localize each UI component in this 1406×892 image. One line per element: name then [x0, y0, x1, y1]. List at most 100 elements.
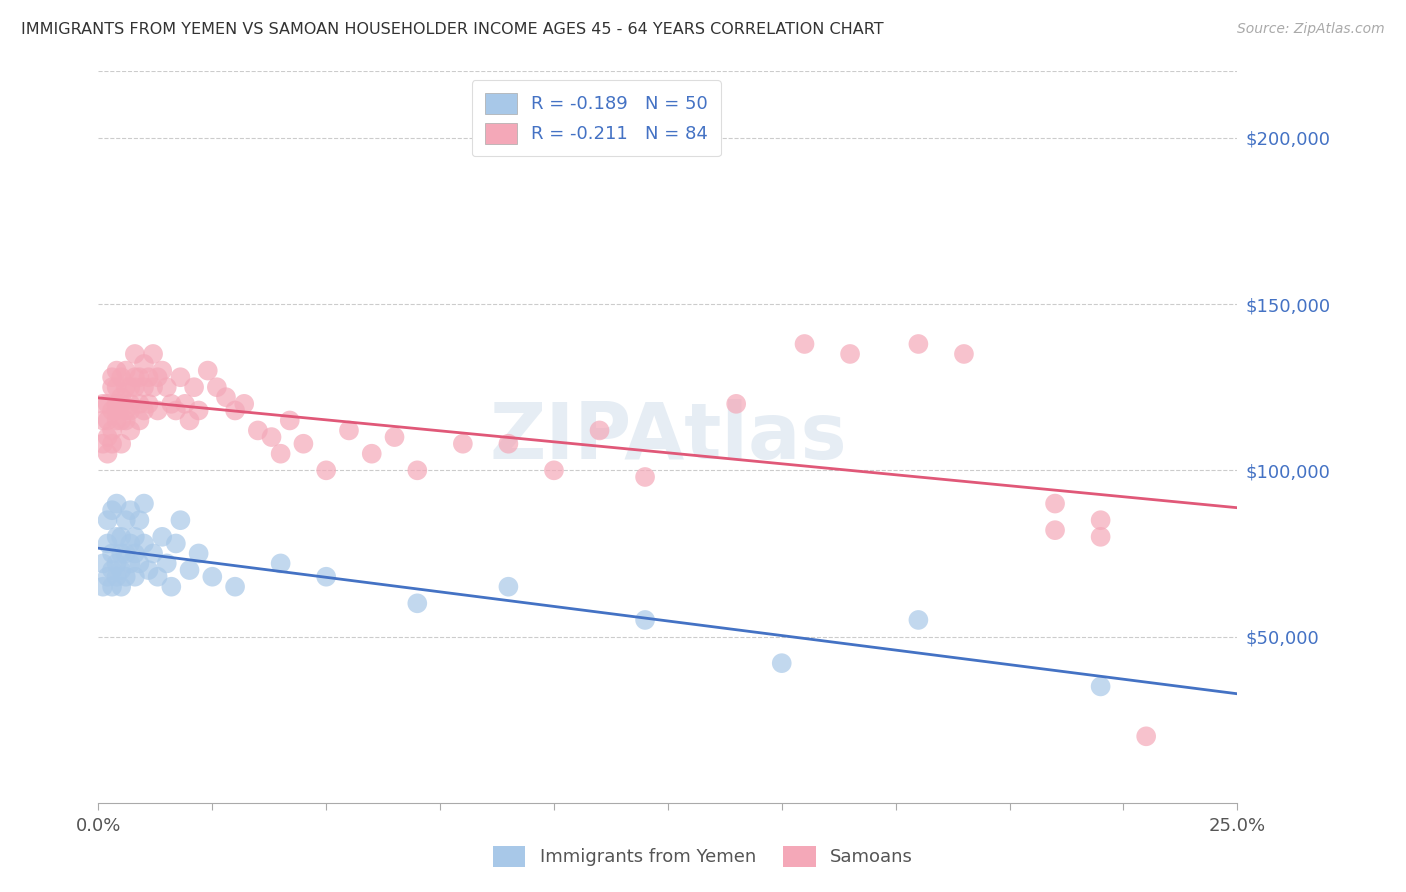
Point	[150, 530, 173, 544]
Point	[128, 557, 150, 571]
Point	[105, 570, 128, 584]
Point	[292, 436, 315, 450]
Point	[406, 596, 429, 610]
Point	[233, 397, 256, 411]
Point	[120, 536, 142, 550]
Point	[169, 513, 191, 527]
Point	[124, 570, 146, 584]
Point	[110, 546, 132, 560]
Point	[124, 530, 146, 544]
Point	[101, 580, 124, 594]
Point	[110, 397, 132, 411]
Point	[260, 430, 283, 444]
Point	[114, 546, 136, 560]
Point	[128, 397, 150, 411]
Point	[337, 424, 360, 438]
Point	[120, 380, 142, 394]
Point	[110, 436, 132, 450]
Point	[270, 447, 292, 461]
Point	[907, 613, 929, 627]
Point	[105, 380, 128, 394]
Point	[132, 403, 155, 417]
Point	[124, 347, 146, 361]
Point	[128, 413, 150, 427]
Point	[101, 370, 124, 384]
Point	[96, 397, 118, 411]
Point	[315, 463, 337, 477]
Point	[132, 536, 155, 550]
Point	[187, 546, 209, 560]
Point	[120, 403, 142, 417]
Point	[138, 370, 160, 384]
Point	[120, 397, 142, 411]
Point	[110, 390, 132, 404]
Point	[160, 397, 183, 411]
Point	[634, 470, 657, 484]
Point	[156, 557, 179, 571]
Legend: Immigrants from Yemen, Samoans: Immigrants from Yemen, Samoans	[485, 838, 921, 874]
Point	[187, 403, 209, 417]
Point	[793, 337, 815, 351]
Point	[120, 424, 142, 438]
Point	[1135, 729, 1157, 743]
Point	[105, 363, 128, 377]
Point	[110, 563, 132, 577]
Point	[1090, 513, 1112, 527]
Point	[91, 580, 114, 594]
Point	[114, 570, 136, 584]
Point	[770, 656, 793, 670]
Point	[110, 413, 132, 427]
Point	[215, 390, 238, 404]
Point	[96, 536, 118, 550]
Point	[146, 370, 169, 384]
Point	[183, 380, 205, 394]
Point	[1043, 523, 1066, 537]
Point	[160, 580, 183, 594]
Point	[132, 380, 155, 394]
Point	[406, 463, 429, 477]
Point	[114, 413, 136, 427]
Point	[110, 580, 132, 594]
Point	[174, 397, 197, 411]
Point	[91, 436, 114, 450]
Point	[101, 503, 124, 517]
Point	[120, 503, 142, 517]
Point	[224, 403, 246, 417]
Point	[179, 563, 201, 577]
Point	[132, 497, 155, 511]
Point	[588, 424, 610, 438]
Point	[150, 363, 173, 377]
Point	[91, 557, 114, 571]
Point	[91, 413, 114, 427]
Legend: R = -0.189   N = 50, R = -0.211   N = 84: R = -0.189 N = 50, R = -0.211 N = 84	[472, 80, 721, 156]
Point	[101, 380, 124, 394]
Point	[105, 530, 128, 544]
Point	[165, 536, 187, 550]
Text: Source: ZipAtlas.com: Source: ZipAtlas.com	[1237, 22, 1385, 37]
Point	[224, 580, 246, 594]
Point	[105, 397, 128, 411]
Point	[101, 403, 124, 417]
Point	[201, 570, 224, 584]
Text: ZIPAtlas: ZIPAtlas	[489, 399, 846, 475]
Text: IMMIGRANTS FROM YEMEN VS SAMOAN HOUSEHOLDER INCOME AGES 45 - 64 YEARS CORRELATIO: IMMIGRANTS FROM YEMEN VS SAMOAN HOUSEHOL…	[21, 22, 884, 37]
Point	[146, 570, 169, 584]
Point	[384, 430, 406, 444]
Point	[124, 380, 146, 394]
Point	[110, 530, 132, 544]
Point	[451, 436, 474, 450]
Point	[114, 403, 136, 417]
Point	[498, 580, 520, 594]
Point	[96, 413, 118, 427]
Point	[142, 380, 165, 394]
Point	[101, 424, 124, 438]
Point	[120, 557, 142, 571]
Point	[278, 413, 301, 427]
Point	[246, 424, 269, 438]
Point	[128, 513, 150, 527]
Point	[1090, 680, 1112, 694]
Point	[114, 363, 136, 377]
Point	[96, 513, 118, 527]
Point	[1090, 530, 1112, 544]
Point	[128, 370, 150, 384]
